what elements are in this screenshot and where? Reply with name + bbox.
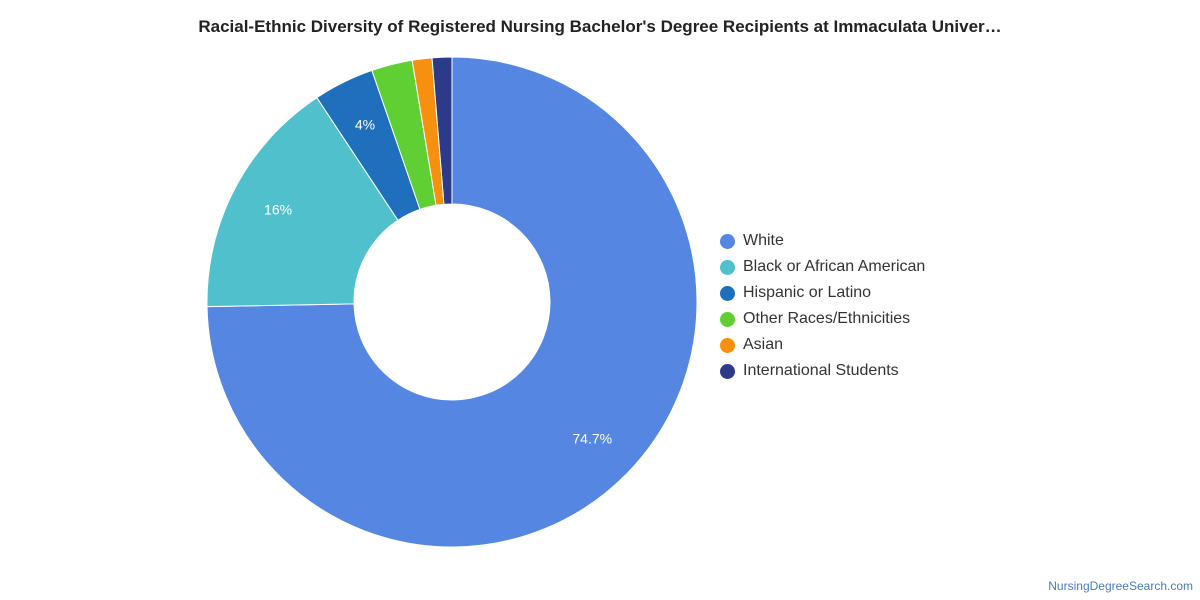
legend-swatch (720, 285, 735, 301)
legend-item[interactable]: Hispanic or Latino (720, 280, 925, 306)
legend-swatch (720, 311, 735, 327)
legend: White Black or African American Hispanic o… (720, 228, 925, 384)
source-credit[interactable]: NursingDegreeSearch.com (1048, 579, 1193, 593)
legend-label: Black or African American (743, 258, 926, 275)
legend-label: White (743, 232, 784, 249)
legend-label: Hispanic or Latino (743, 284, 872, 301)
legend-item[interactable]: Black or African American (720, 254, 925, 280)
slice-white[interactable] (206, 56, 698, 548)
data-label: 16% (264, 201, 292, 217)
slice-international-students[interactable] (431, 56, 453, 205)
data-label: 4% (355, 117, 375, 133)
legend-label: Asian (743, 336, 784, 353)
data-label: 74.7% (572, 430, 612, 446)
legend-item[interactable]: White (720, 228, 925, 254)
legend-item[interactable]: Asian (720, 332, 925, 358)
legend-swatch (720, 233, 735, 249)
legend-item[interactable]: International Students (720, 358, 925, 384)
chart-title: Racial-Ethnic Diversity of Registered Nu… (198, 17, 1002, 36)
legend-label: International Students (743, 362, 899, 379)
slice-black-or-african-american[interactable] (206, 96, 399, 308)
legend-swatch (720, 259, 735, 275)
legend-item[interactable]: Other Races/Ethnicities (720, 306, 925, 332)
legend-swatch (720, 363, 735, 379)
legend-swatch (720, 337, 735, 353)
legend-label: Other Races/Ethnicities (743, 310, 911, 327)
